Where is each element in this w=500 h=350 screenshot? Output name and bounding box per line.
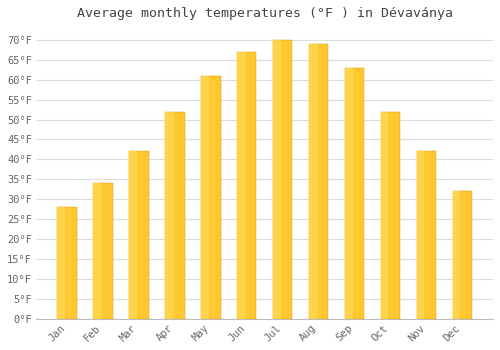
Bar (93, 183, 112, 318)
Bar (200, 76, 220, 318)
Bar (416, 152, 436, 318)
Bar (308, 44, 316, 319)
Bar (236, 52, 256, 318)
Bar (380, 112, 388, 318)
Bar (57, 207, 64, 318)
Bar (452, 191, 472, 318)
Bar (236, 52, 244, 318)
Bar (165, 112, 184, 318)
Bar (308, 44, 328, 319)
Bar (272, 40, 280, 318)
Bar (452, 191, 460, 318)
Bar (165, 112, 172, 318)
Bar (129, 152, 136, 318)
Bar (344, 68, 364, 318)
Bar (380, 112, 400, 318)
Bar (57, 207, 76, 318)
Bar (416, 152, 424, 318)
Bar (129, 152, 148, 318)
Bar (200, 76, 207, 318)
Bar (272, 40, 292, 318)
Bar (93, 183, 100, 318)
Bar (344, 68, 352, 318)
Title: Average monthly temperatures (°F ) in Dévaványa: Average monthly temperatures (°F ) in Dé… (76, 7, 452, 20)
